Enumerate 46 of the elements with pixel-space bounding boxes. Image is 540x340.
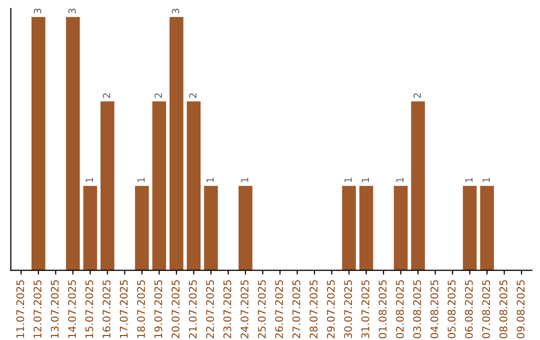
x-tick-label: 13.07.2025 (50, 280, 59, 338)
data-label: 1 (362, 178, 369, 182)
x-tick-label: 30.07.2025 (344, 280, 352, 338)
x-tick-label: 06.08.2025 (464, 280, 473, 338)
data-label: 1 (138, 178, 145, 182)
x-tick-label: 19.07.2025 (154, 280, 162, 338)
x-tick-label: 18.07.2025 (137, 280, 145, 338)
data-label: 2 (102, 93, 110, 98)
x-tick-label: 26.07.2025 (275, 280, 283, 338)
x-tick-label: 17.07.2025 (120, 280, 128, 338)
x-tick-label: 27.07.2025 (292, 280, 300, 338)
x-tick-label: 15.07.2025 (85, 280, 94, 338)
data-label: 3 (68, 8, 76, 14)
data-label: 1 (465, 178, 472, 182)
x-tick-label: 01.08.2025 (378, 280, 387, 338)
data-label: 1 (206, 178, 214, 182)
data-label: 3 (172, 8, 180, 14)
x-tick-label: 12.07.2025 (34, 280, 42, 338)
data-label: 1 (241, 178, 248, 182)
data-label: 2 (413, 93, 421, 98)
x-tick-label: 16.07.2025 (102, 280, 110, 338)
x-tick-label: 20.07.2025 (172, 280, 180, 338)
x-tick-label: 28.07.2025 (310, 280, 318, 338)
x-tick-label: 09.08.2025 (516, 280, 525, 338)
x-tick-label: 23.07.2025 (223, 280, 232, 338)
data-label: 2 (189, 93, 196, 98)
data-label: 1 (344, 178, 352, 182)
data-label: 1 (482, 178, 490, 182)
x-tick-label: 08.08.2025 (499, 280, 508, 338)
data-label: 3 (34, 8, 42, 14)
x-tick-label: 31.07.2025 (361, 280, 370, 338)
x-tick-label: 05.08.2025 (448, 280, 456, 338)
x-tick-label: 11.07.2025 (16, 280, 24, 338)
x-tick-label: 03.08.2025 (413, 280, 422, 338)
data-label: 1 (396, 178, 404, 182)
data-label: 2 (154, 93, 162, 98)
x-tick-label: 02.08.2025 (396, 280, 404, 338)
x-tick-label: 25.07.2025 (258, 280, 266, 338)
x-tick-label: 24.07.2025 (240, 280, 248, 338)
x-tick-label: 29.07.2025 (326, 280, 335, 338)
x-tick-label: 07.08.2025 (482, 280, 490, 338)
x-tick-label: 04.08.2025 (430, 280, 438, 338)
x-tick-label: 14.07.2025 (68, 280, 76, 338)
data-label: 1 (86, 178, 93, 182)
x-tick-label: 22.07.2025 (206, 280, 214, 338)
x-tick-label: 21.07.2025 (188, 280, 197, 338)
